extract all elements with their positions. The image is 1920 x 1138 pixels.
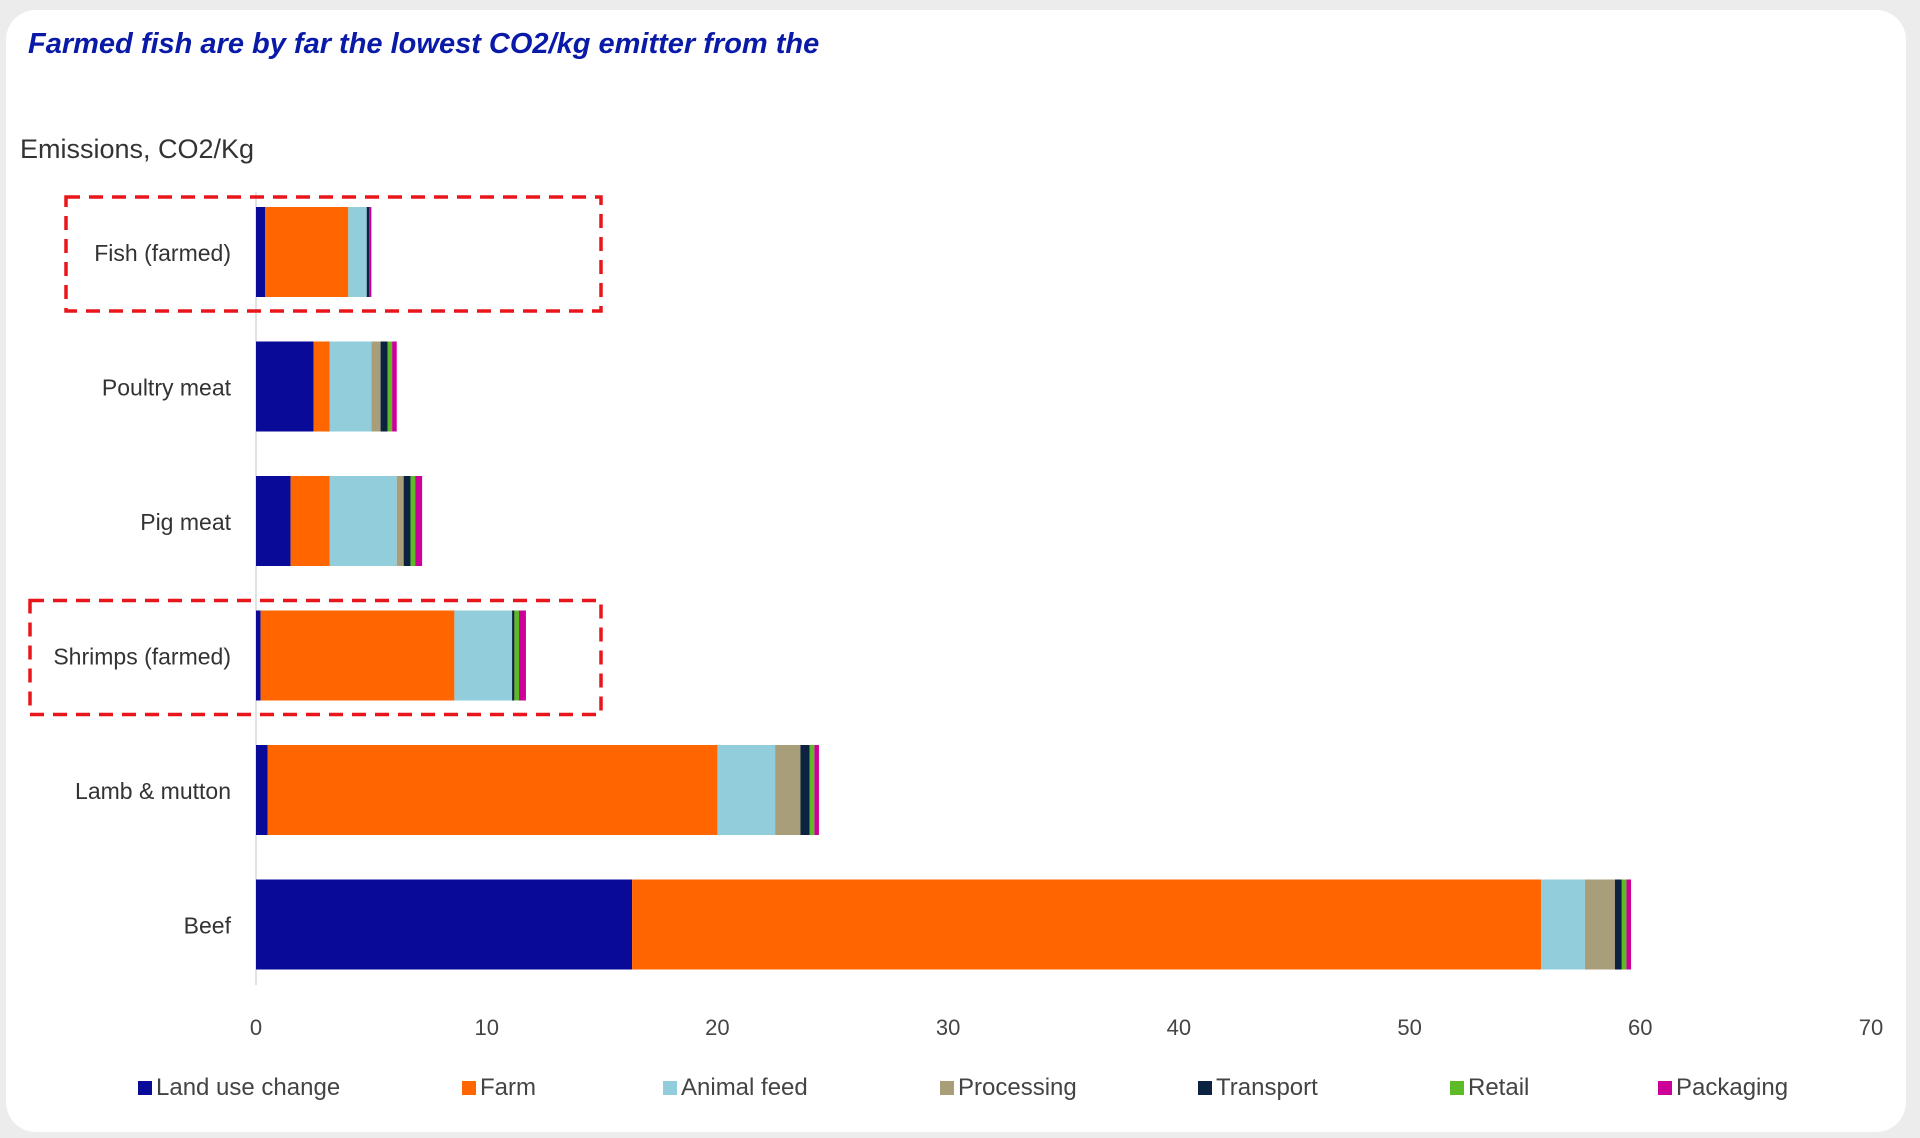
bar-segment-lamb-mutton-packaging — [814, 745, 819, 835]
legend-label-transport: Transport — [1216, 1074, 1318, 1101]
bar-segment-poultry-meat-animal-feed — [329, 341, 372, 432]
legend-item-transport: Transport — [1198, 1074, 1318, 1102]
legend-swatch-animal-feed — [663, 1081, 677, 1095]
legend-label-retail: Retail — [1468, 1074, 1530, 1101]
legend-swatch-land-use-change — [138, 1081, 152, 1095]
category-label-shrimps-farmed: Shrimps (farmed) — [53, 644, 231, 670]
highlight-box-shrimps-farmed — [28, 598, 603, 717]
legend-item-packaging: Packaging — [1658, 1074, 1788, 1102]
x-tick-label-20: 20 — [705, 1015, 729, 1040]
x-tick-label-60: 60 — [1628, 1015, 1652, 1040]
bar-segment-poultry-meat-farm — [313, 341, 330, 432]
bar-segment-lamb-mutton-land-use-change — [256, 745, 268, 835]
x-tick-label-30: 30 — [936, 1015, 960, 1040]
bar-segment-fish-farmed-animal-feed — [348, 207, 367, 297]
legend-label-processing: Processing — [958, 1074, 1077, 1101]
bar-segment-beef-processing — [1584, 879, 1615, 970]
category-label-poultry-meat: Poultry meat — [102, 375, 232, 401]
bar-segment-pig-meat-processing — [396, 476, 404, 566]
bar-segment-fish-farmed-land-use-change — [256, 207, 266, 297]
bar-segment-poultry-meat-land-use-change — [256, 341, 314, 432]
bar-segment-shrimps-farmed-farm — [260, 610, 455, 701]
x-tick-label-0: 0 — [250, 1015, 262, 1040]
legend-swatch-processing — [940, 1081, 954, 1095]
category-label-beef: Beef — [184, 913, 232, 939]
bar-segment-beef-animal-feed — [1541, 879, 1585, 970]
legend-label-animal-feed: Animal feed — [681, 1074, 808, 1101]
legend-label-packaging: Packaging — [1676, 1074, 1789, 1101]
legend-item-processing: Processing — [940, 1074, 1077, 1102]
bar-segment-shrimps-farmed-land-use-change — [256, 610, 261, 701]
bar-segment-fish-farmed-packaging — [369, 207, 372, 297]
legend-swatch-retail — [1450, 1081, 1464, 1095]
x-tick-label-70: 70 — [1859, 1015, 1883, 1040]
category-label-lamb-mutton: Lamb & mutton — [75, 778, 231, 804]
legend-item-retail: Retail — [1450, 1074, 1529, 1102]
bar-segment-beef-transport — [1614, 879, 1622, 970]
x-tick-label-10: 10 — [474, 1015, 498, 1040]
bar-segment-lamb-mutton-processing — [775, 745, 801, 835]
bar-segment-poultry-meat-transport — [380, 341, 388, 432]
legend-label-farm: Farm — [480, 1074, 536, 1101]
legend-swatch-farm — [462, 1081, 476, 1095]
x-tick-label-50: 50 — [1397, 1015, 1421, 1040]
legend-item-farm: Farm — [462, 1074, 536, 1102]
y-axis-label: Emissions, CO2/Kg — [20, 134, 255, 164]
bar-segment-pig-meat-retail — [410, 476, 416, 566]
category-label-fish-farmed: Fish (farmed) — [94, 240, 231, 266]
bar-segment-shrimps-farmed-animal-feed — [454, 610, 513, 701]
bar-segment-fish-farmed-farm — [265, 207, 349, 297]
bar-segment-pig-meat-transport — [403, 476, 411, 566]
legend-swatch-packaging — [1658, 1081, 1672, 1095]
legend-item-animal-feed: Animal feed — [663, 1074, 808, 1102]
legend-label-land-use-change: Land use change — [156, 1074, 341, 1101]
bar-segment-lamb-mutton-farm — [267, 745, 718, 835]
bar-segment-fish-farmed-transport — [366, 207, 370, 297]
bar-segment-shrimps-farmed-retail — [514, 610, 520, 701]
chart-title: Farmed fish are by far the lowest CO2/kg… — [28, 28, 820, 60]
bar-segment-beef-farm — [632, 879, 1542, 970]
x-tick-label-40: 40 — [1167, 1015, 1191, 1040]
bar-segment-lamb-mutton-animal-feed — [717, 745, 776, 835]
bar-segment-shrimps-farmed-packaging — [519, 610, 526, 701]
bar-segment-beef-retail — [1621, 879, 1627, 970]
bar-segment-pig-meat-land-use-change — [256, 476, 291, 566]
bar-segment-beef-land-use-change — [256, 879, 633, 970]
bar-segment-poultry-meat-retail — [387, 341, 393, 432]
bar-segment-pig-meat-packaging — [415, 476, 423, 566]
bar-segment-poultry-meat-packaging — [392, 341, 397, 432]
chart-legend: Land use change Farm Animal feed Processing… — [0, 1074, 1920, 1110]
bar-segment-pig-meat-animal-feed — [329, 476, 397, 566]
bar-segment-pig-meat-farm — [290, 476, 330, 566]
bar-chart: Fish (farmed) Poultry meat Pig meat Shrimps… — [28, 192, 1883, 1040]
bar-segment-lamb-mutton-retail — [809, 745, 815, 835]
bar-segment-lamb-mutton-transport — [800, 745, 810, 835]
legend-swatch-transport — [1198, 1081, 1212, 1095]
bar-segment-poultry-meat-processing — [371, 341, 381, 432]
category-label-pig-meat: Pig meat — [140, 509, 231, 535]
bar-segment-beef-packaging — [1626, 879, 1632, 970]
bar-segment-shrimps-farmed-transport — [512, 610, 515, 701]
legend-item-land-use-change: Land use change — [138, 1074, 340, 1102]
